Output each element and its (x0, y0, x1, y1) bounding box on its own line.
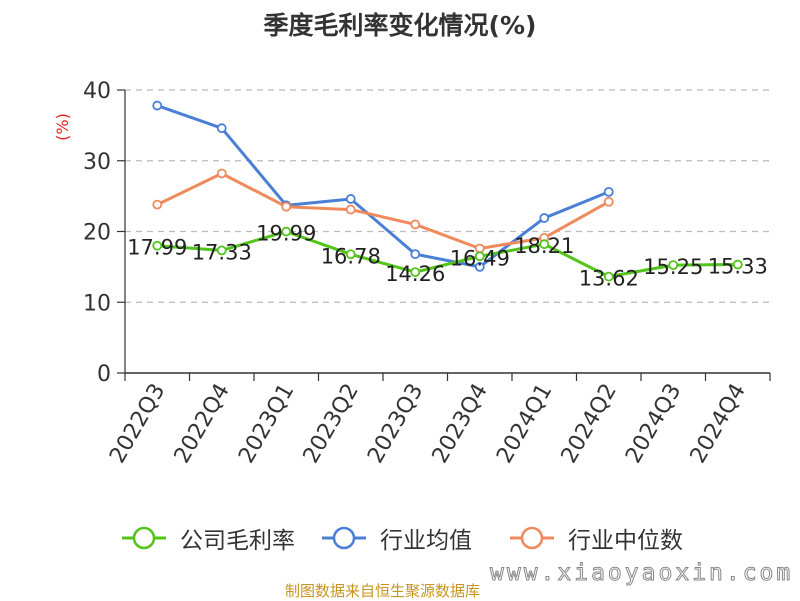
y-tick-label: 20 (83, 221, 111, 246)
x-tick-label: 2022Q3 (105, 380, 170, 468)
data-label: 18.21 (514, 234, 574, 258)
x-tick-label: 2024Q2 (557, 380, 622, 468)
legend-marker (332, 526, 356, 550)
legend-item[interactable]: 行业均值 (322, 520, 472, 556)
legend-marker (132, 526, 156, 550)
series-line (156, 171, 610, 250)
series-line (157, 230, 738, 279)
x-tick-label: 2023Q4 (428, 380, 493, 468)
data-point (668, 260, 679, 271)
data-point (474, 251, 485, 262)
legend-line-circle-icon (322, 526, 366, 550)
x-tick-label: 2024Q4 (686, 380, 751, 468)
data-point (281, 226, 292, 237)
data-labels: 17.99 17.3319.9916.7814.2616.4918.2113.62… (127, 222, 768, 291)
data-point (474, 261, 485, 272)
y-tick-label: 40 (83, 79, 111, 104)
data-point (410, 267, 421, 278)
legend-label: 行业中位数 (568, 528, 683, 554)
y-tick-label: 10 (83, 291, 111, 316)
data-point (216, 245, 227, 256)
x-tick-label: 2023Q1 (234, 380, 299, 468)
data-point (216, 168, 227, 179)
data-label: 16.49 (450, 246, 510, 270)
data-point (539, 213, 550, 223)
data-point (152, 240, 163, 251)
y-tick-label: 30 (83, 150, 111, 175)
data-point (603, 196, 614, 207)
data-point (732, 259, 743, 270)
data-label: 15.33 (708, 255, 768, 279)
legend-label: 公司毛利率 (180, 528, 295, 554)
data-point (281, 201, 292, 212)
legend-label: 行业均值 (380, 528, 472, 554)
legend: 公司毛利率 行业均值 行业中位数 (0, 520, 800, 556)
legend-item[interactable]: 公司毛利率 (122, 520, 295, 556)
legend-line-circle-icon (122, 526, 166, 550)
x-tick-label: 2024Q3 (621, 380, 686, 468)
data-label: 14.26 (385, 262, 445, 286)
data-point (152, 199, 163, 210)
data-label: 19.99 (256, 222, 316, 246)
data-label: 17.99 (127, 236, 187, 260)
data-label: 16.78 (321, 244, 381, 268)
data-point (216, 123, 227, 134)
series-line (156, 104, 610, 269)
data-point (410, 249, 421, 260)
data-label: 13.62 (579, 267, 639, 291)
data-point (603, 186, 614, 197)
chart-title: 季度毛利率变化情况(%) (263, 11, 537, 40)
source-note: 制图数据来自恒生聚源数据库 (285, 582, 481, 600)
legend-marker (520, 526, 544, 550)
y-tick-label: 0 (97, 362, 111, 387)
series-layer (152, 100, 743, 282)
watermark: www.xiaoyaoxin.com (489, 560, 794, 587)
data-point (345, 204, 356, 215)
data-point (603, 271, 614, 282)
data-point (152, 100, 163, 111)
grid-lines (125, 89, 770, 303)
x-tick-label: 2024Q1 (492, 380, 557, 468)
y-axis-label: (%) (53, 113, 72, 141)
legend-line-circle-icon (510, 526, 554, 550)
data-point (410, 219, 421, 230)
x-tick-label: 2022Q4 (170, 380, 235, 468)
data-point (345, 249, 356, 260)
legend-item[interactable]: 行业中位数 (510, 520, 683, 556)
data-point (345, 194, 356, 204)
data-label: 17.33 (192, 240, 252, 264)
data-point (539, 239, 550, 250)
x-tick-label: 2023Q2 (299, 380, 364, 468)
x-tick-label: 2023Q3 (363, 380, 428, 468)
data-label: 15.25 (643, 255, 703, 279)
